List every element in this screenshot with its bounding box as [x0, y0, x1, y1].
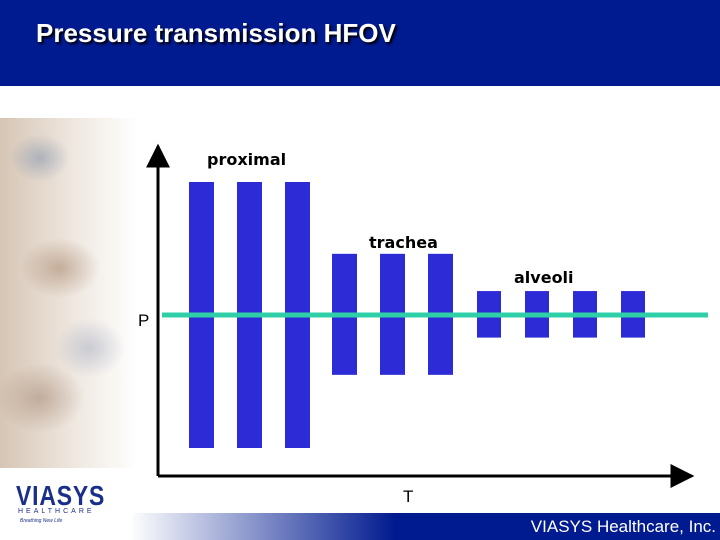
y-axis-label: P	[138, 311, 149, 330]
title-bar: Pressure transmission HFOV	[0, 0, 720, 86]
x-axis-label: T	[403, 487, 413, 506]
label-alveoli: alveoli	[514, 268, 574, 287]
viasys-logo: VIASYS HEALTHCARE Breathing New Life	[12, 478, 122, 528]
label-proximal: proximal	[207, 150, 286, 169]
logo-wordmark: VIASYS	[16, 480, 106, 511]
medical-photo-collage	[0, 118, 138, 468]
logo-tagline: Breathing New Life	[20, 518, 63, 524]
label-trachea: trachea	[369, 233, 438, 252]
footer-bar: VIASYS Healthcare, Inc.	[130, 513, 720, 540]
logo-subtitle: HEALTHCARE	[18, 508, 95, 515]
footer-text: VIASYS Healthcare, Inc.	[530, 517, 716, 536]
page-title: Pressure transmission HFOV	[36, 18, 396, 48]
